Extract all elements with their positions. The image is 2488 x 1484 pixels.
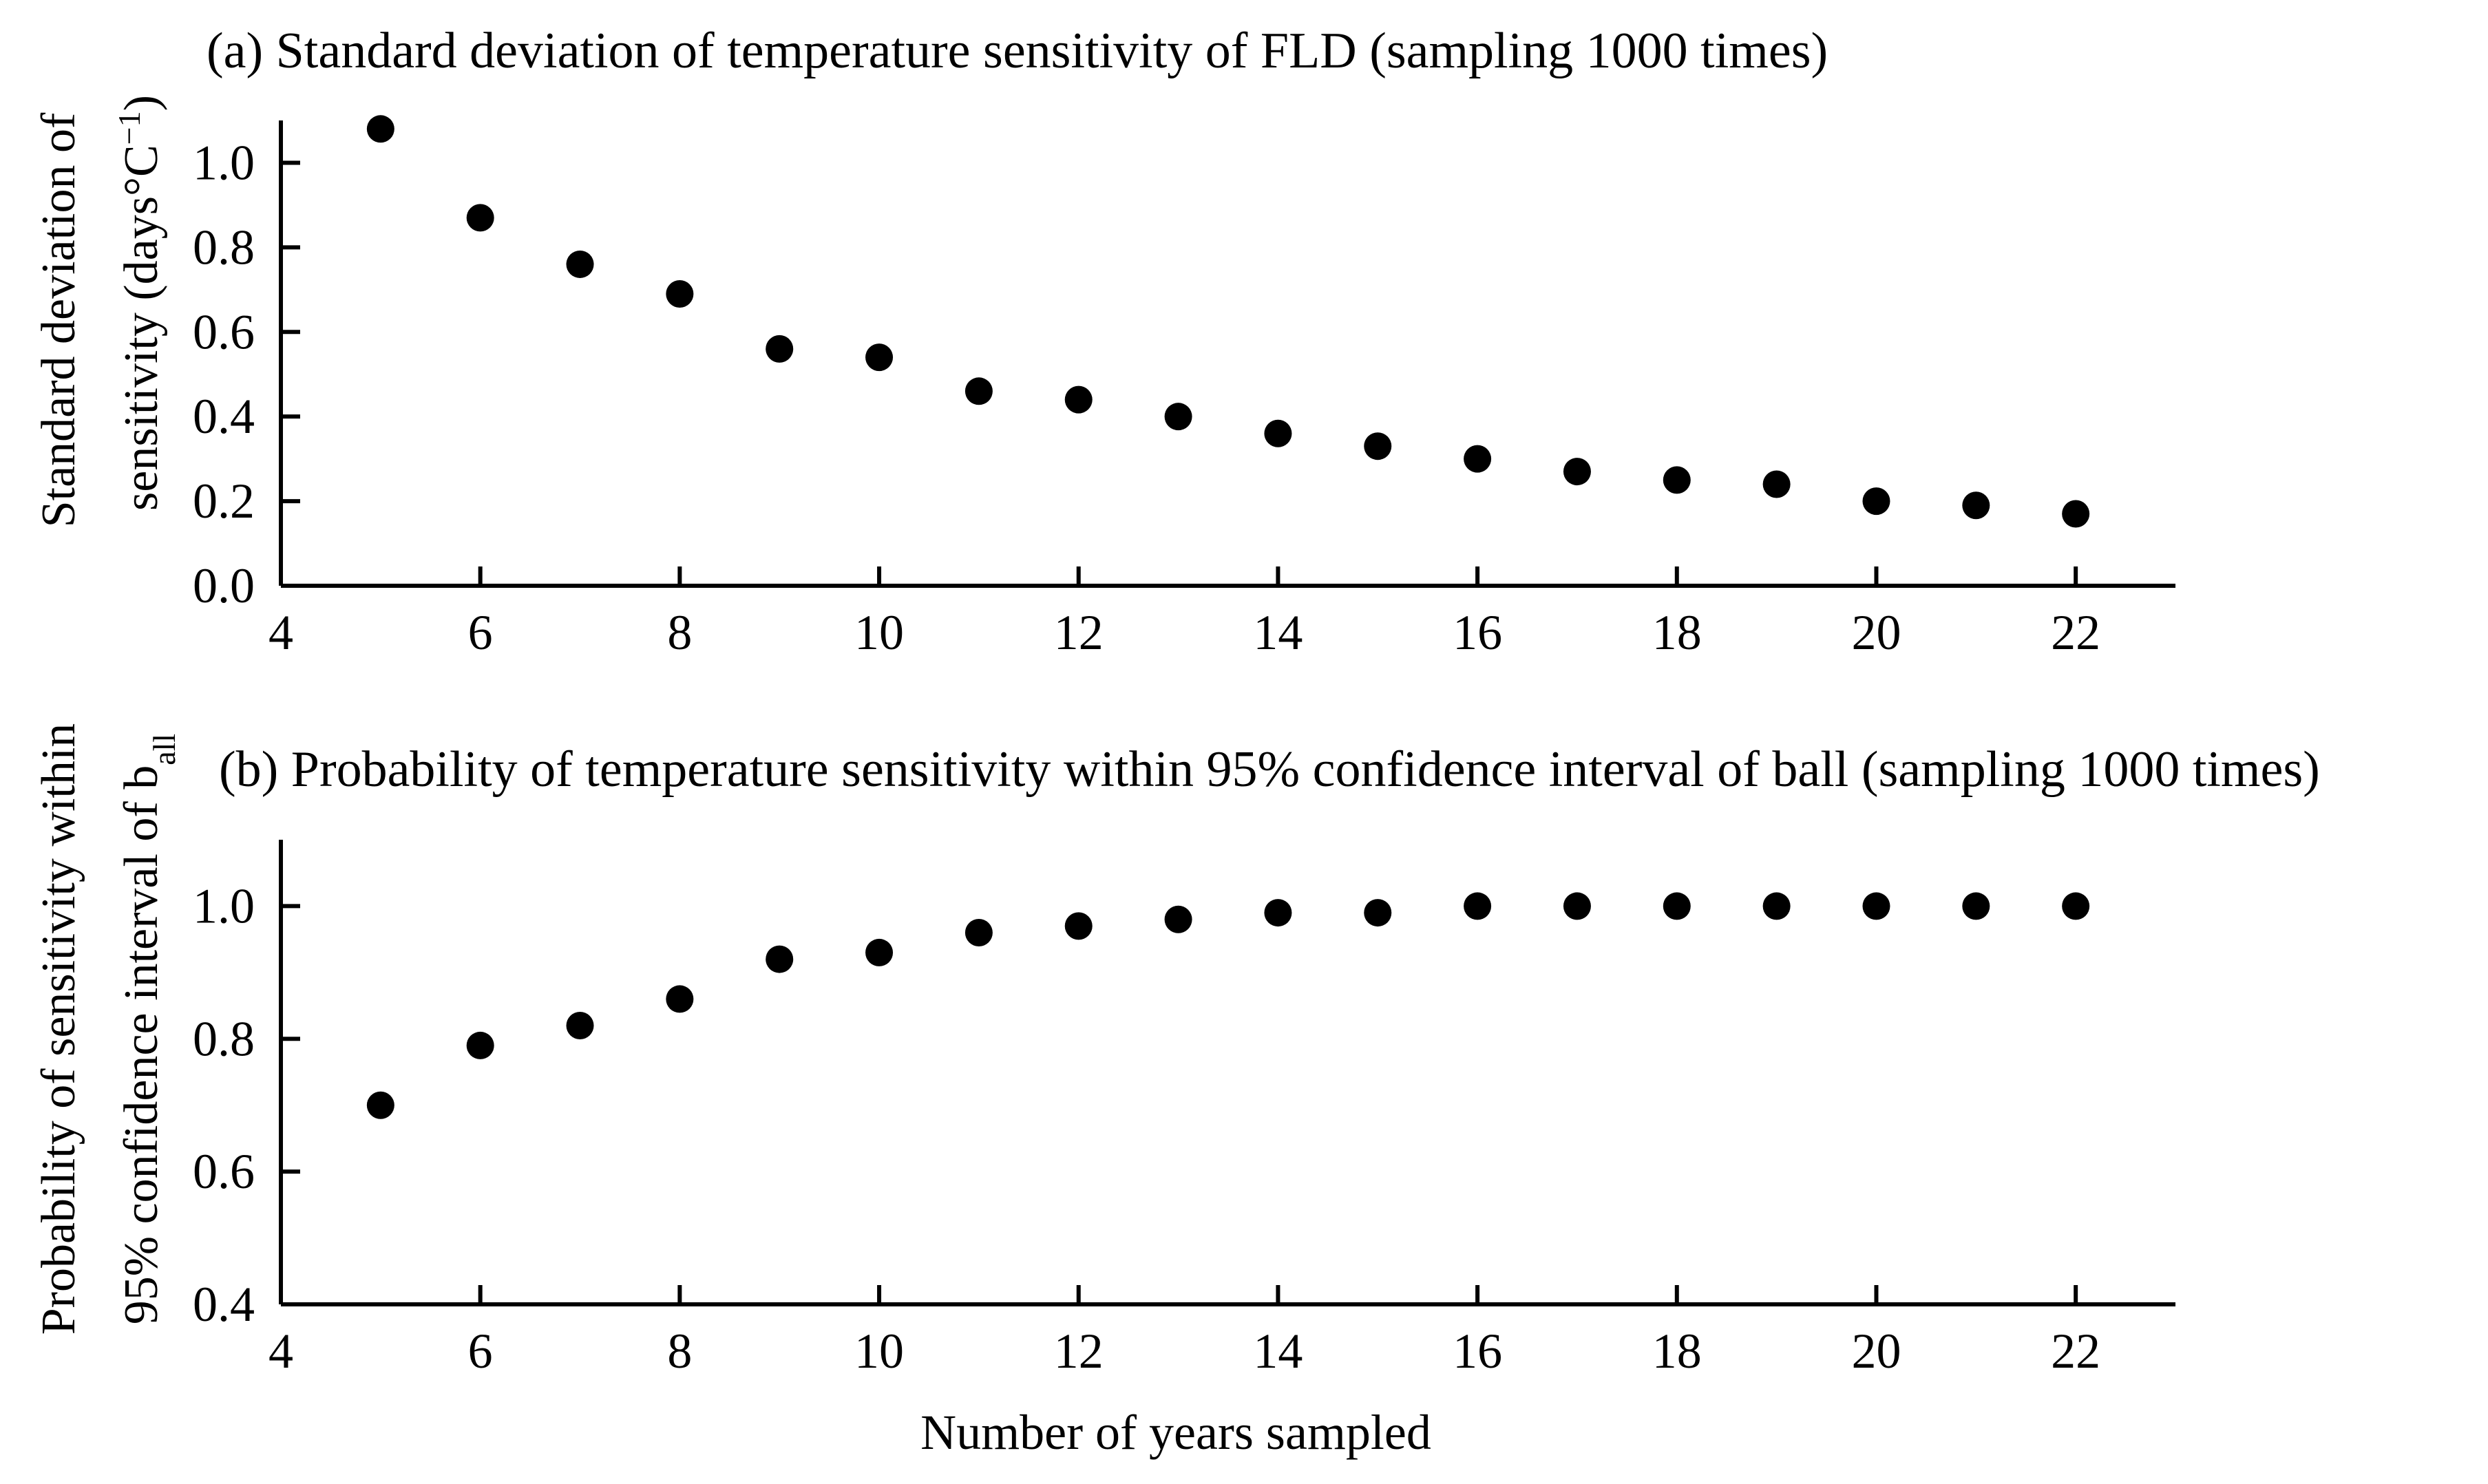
x-tick-label: 8: [667, 1324, 692, 1379]
y-tick-label: 0.8: [193, 1011, 255, 1066]
panel-a-points: [366, 115, 2090, 528]
x-tick-label: 6: [468, 605, 493, 660]
data-point: [1464, 892, 1492, 920]
x-tick-label: 6: [468, 1324, 493, 1379]
data-point: [1064, 912, 1093, 940]
data-point: [964, 377, 993, 405]
panel-a-ylabel-line2: sensitivity (days°C−1): [112, 95, 169, 511]
y-tick-label: 1.0: [193, 878, 255, 933]
data-point: [366, 115, 394, 143]
data-point: [1563, 458, 1591, 486]
panel-b-xlabel: Number of years sampled: [920, 1405, 1431, 1460]
data-point: [1962, 491, 1990, 520]
panel-b-axes: [279, 840, 2175, 1306]
panel-b: (b) Probability of temperature sensitivi…: [32, 723, 2320, 1460]
panel-b-ylabel-line1: Probability of sensitivity within: [32, 723, 85, 1335]
x-tick-label: 16: [1453, 1324, 1502, 1379]
panel-a-ylabel-main: sensitivity (days°C: [115, 145, 168, 511]
data-point: [964, 919, 993, 946]
x-tick-label: 14: [1253, 1324, 1303, 1379]
y-tick-label: 0.4: [193, 389, 255, 444]
y-tick-label: 0.6: [193, 304, 255, 359]
panel-a: (a) Standard deviation of temperature se…: [32, 23, 2175, 660]
y-tick-label: 0.4: [193, 1277, 255, 1332]
x-tick-label: 8: [667, 605, 692, 660]
data-point: [466, 204, 494, 232]
x-tick-label: 10: [854, 605, 904, 660]
y-tick-label: 0.8: [193, 220, 255, 275]
x-tick-label: 12: [1054, 1324, 1104, 1379]
x-tick-label: 22: [2051, 1324, 2100, 1379]
data-point: [466, 1031, 494, 1059]
panel-a-title: (a) Standard deviation of temperature se…: [207, 23, 1828, 79]
panel-b-ticks: 4 6 8 10 12 14 16 18 20 22 0.4 0.6 0.8 1.0: [193, 878, 2100, 1379]
x-tick-label: 14: [1253, 605, 1303, 660]
x-tick-label: 20: [1851, 605, 1901, 660]
y-tick-label: 0.2: [193, 474, 255, 529]
x-tick-label: 20: [1851, 1324, 1901, 1379]
data-point: [666, 985, 694, 1013]
panel-b-ylabel-main: 95% confidence interval of b: [115, 765, 168, 1324]
data-point: [566, 250, 594, 278]
data-point: [865, 938, 894, 966]
data-point: [1264, 899, 1292, 927]
data-point: [1762, 892, 1791, 920]
panel-b-title: (b) Probability of temperature sensitivi…: [219, 741, 2320, 798]
data-point: [766, 335, 794, 363]
data-point: [1962, 892, 1990, 920]
data-point: [1464, 445, 1492, 473]
data-point: [1862, 892, 1890, 920]
panel-a-ylabel-end: ): [115, 95, 168, 111]
panel-a-axes: [279, 120, 2175, 588]
panel-a-ticks: 4 6 8 10 12 14 16 18 20 22 0.0 0.2 0.4 0.6 0.8 1.0: [193, 135, 2100, 660]
data-point: [1364, 899, 1392, 927]
data-point: [1164, 403, 1192, 431]
x-tick-label: 4: [268, 605, 293, 660]
y-tick-label: 0.0: [193, 558, 255, 613]
x-tick-label: 22: [2051, 605, 2100, 660]
data-point: [1164, 905, 1192, 933]
data-point: [1064, 385, 1093, 414]
data-point: [2062, 500, 2090, 528]
data-point: [1663, 466, 1691, 494]
x-tick-label: 4: [268, 1324, 293, 1379]
data-point: [366, 1091, 394, 1119]
data-point: [1364, 432, 1392, 460]
data-point: [666, 279, 694, 308]
y-tick-label: 1.0: [193, 135, 255, 190]
data-point: [1663, 892, 1691, 920]
data-point: [865, 343, 894, 372]
x-tick-label: 10: [854, 1324, 904, 1379]
data-point: [1264, 419, 1292, 447]
data-point: [1762, 470, 1791, 498]
x-tick-label: 18: [1652, 1324, 1702, 1379]
data-point: [566, 1012, 594, 1039]
x-tick-label: 16: [1453, 605, 1502, 660]
panel-a-ylabel-line1: Standard deviation of: [32, 112, 85, 527]
panel-a-ylabel-sup: −1: [112, 111, 147, 145]
data-point: [1563, 892, 1591, 920]
panel-b-points: [366, 892, 2090, 1119]
x-tick-label: 18: [1652, 605, 1702, 660]
panel-b-ylabel-line2: 95% confidence interval of ball: [115, 734, 182, 1324]
y-tick-label: 0.6: [193, 1144, 255, 1199]
x-tick-label: 12: [1054, 605, 1104, 660]
data-point: [1862, 487, 1890, 516]
data-point: [2062, 892, 2090, 920]
panel-b-ylabel-sub: all: [147, 734, 182, 765]
data-point: [766, 945, 794, 973]
